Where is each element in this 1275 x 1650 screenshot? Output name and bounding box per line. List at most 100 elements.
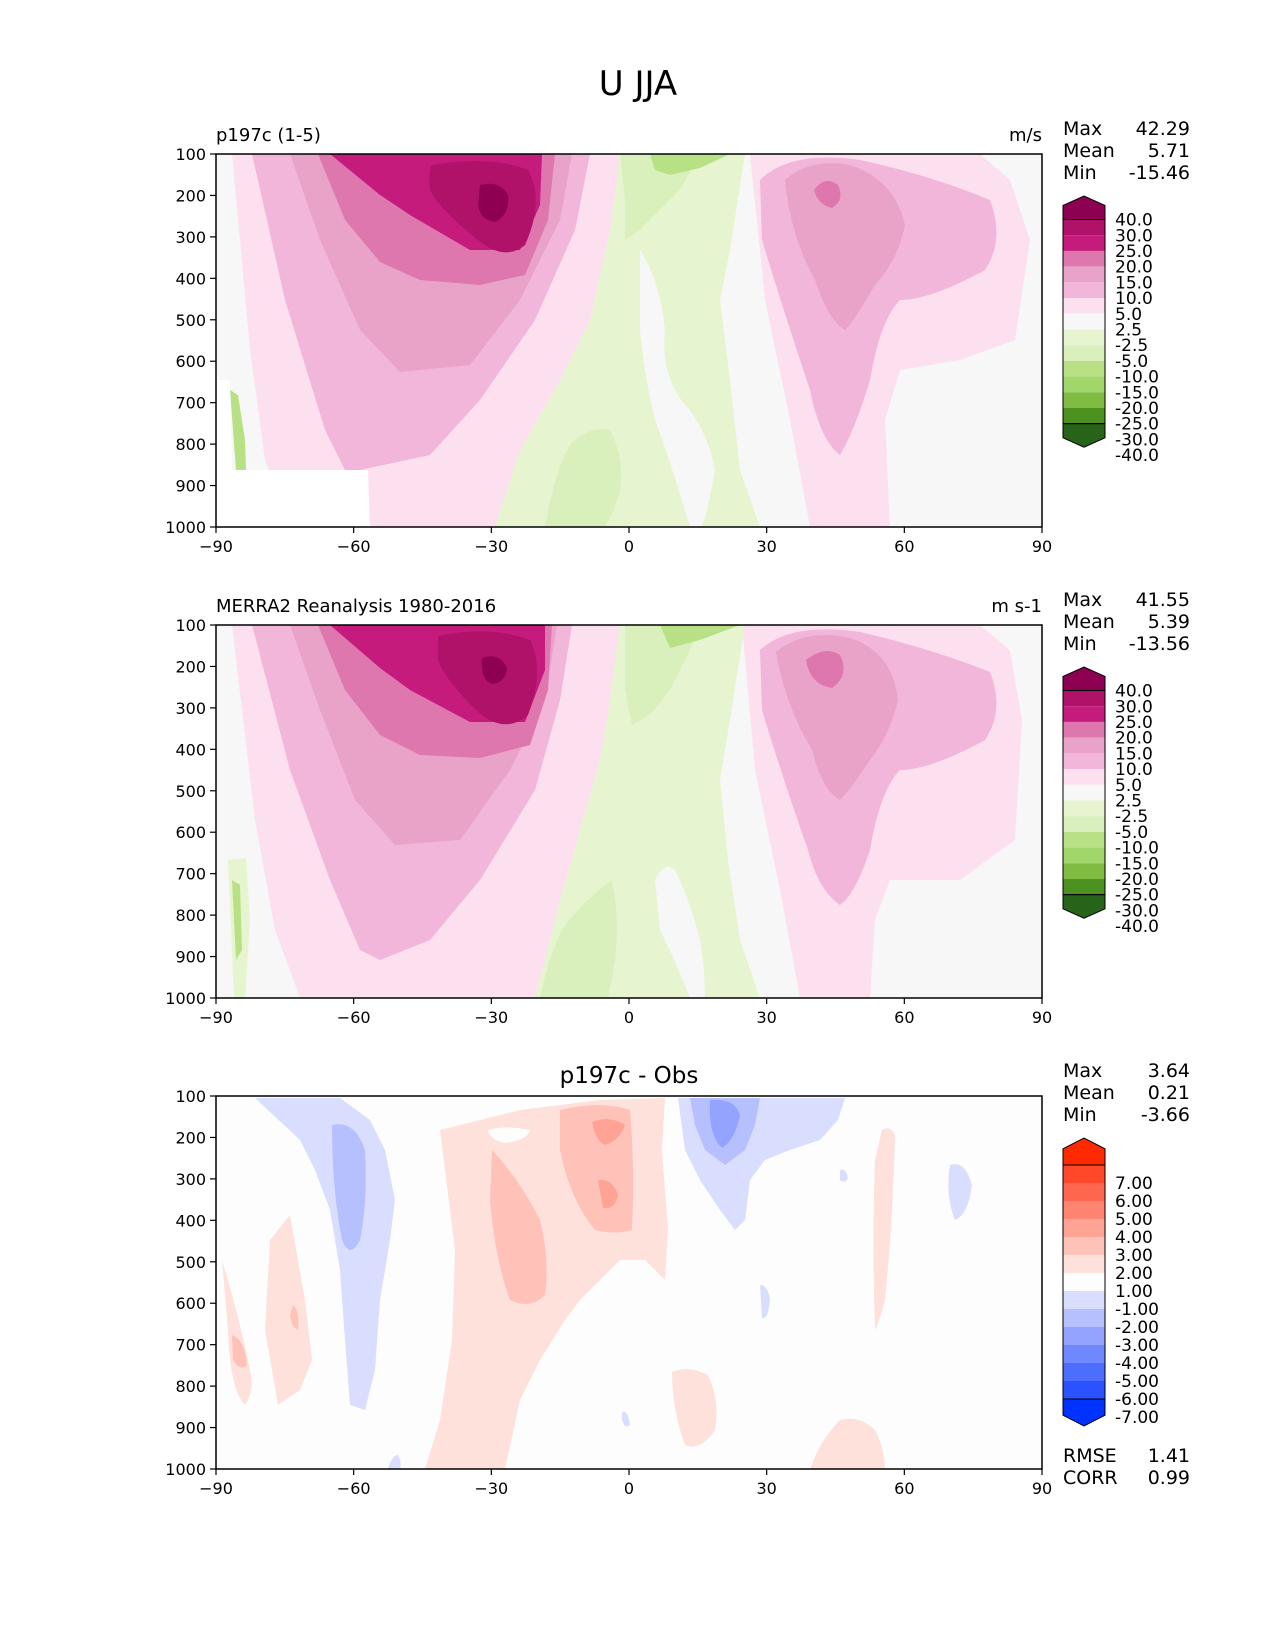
colorbar-label: 7.00 [1115, 1174, 1153, 1194]
y-tick-label: 800 [175, 1377, 206, 1396]
colorbar-segment [1063, 219, 1105, 236]
colorbar-segment [1063, 1381, 1105, 1399]
colorbar-segment [1063, 1219, 1105, 1237]
panel-left-title: p197c (1-5) [216, 125, 321, 146]
colorbar-label: -40.0 [1115, 917, 1159, 937]
contour-field [216, 1096, 1042, 1469]
stat-min-value: -13.56 [1129, 633, 1190, 655]
y-tick-label: 200 [175, 657, 206, 676]
stat-max-label: Max [1063, 1060, 1102, 1082]
contour-neg-tropic-3 [709, 1099, 740, 1148]
colorbar-segment [1063, 298, 1105, 314]
contour-level-10-nh [785, 163, 905, 330]
contour-pos-3 [592, 1119, 625, 1145]
stat-min-label: Min [1063, 633, 1097, 655]
colorbar-segment [1063, 1273, 1105, 1291]
stat-mean-value: 5.39 [1148, 611, 1190, 633]
colorbar-segment [1063, 784, 1105, 801]
colorbar-label: 30.0 [1115, 697, 1153, 717]
metrics-box: RMSE 1.41 CORR 0.99 [1063, 1445, 1190, 1489]
contour-pos-2 [490, 1150, 547, 1304]
contour-pos-sh [265, 1215, 312, 1405]
colorbar-segment [1063, 800, 1105, 817]
colorbar-label: 5.00 [1115, 1210, 1153, 1230]
metric-corr-label: CORR [1063, 1467, 1118, 1489]
colorbar-segment [1063, 1327, 1105, 1345]
x-tick-label: 60 [894, 1008, 914, 1027]
colorbar-label: 20.0 [1115, 258, 1153, 278]
x-tick-label: 30 [756, 1008, 776, 1027]
colorbar-label: 15.0 [1115, 744, 1153, 764]
contour-pos-nh-low [810, 1418, 885, 1469]
colorbar-label: -1.00 [1115, 1300, 1159, 1320]
contour-level-neg5b [545, 429, 622, 527]
colorbar-outline [1062, 1164, 1106, 1400]
stat-min-label: Min [1063, 1104, 1097, 1126]
colorbar-label: 20.0 [1115, 729, 1153, 749]
y-tick-label: 900 [175, 477, 206, 496]
colorbar-segment [1063, 737, 1105, 754]
colorbar-label: -6.00 [1115, 1390, 1159, 1410]
x-tick-label: −90 [199, 1479, 233, 1498]
contour-pos-sh-4 [290, 1305, 299, 1330]
x-tick-label: 60 [894, 537, 914, 556]
contour-level-neg5b [540, 880, 617, 998]
panel-left-title: MERRA2 Reanalysis 1980-2016 [216, 596, 496, 617]
colorbar-segment [1063, 1255, 1105, 1273]
contour-level-10-nh [776, 635, 898, 800]
colorbar-outline [1062, 219, 1106, 425]
figure-title: U JJA [599, 64, 677, 104]
stat-max-label: Max [1063, 118, 1102, 140]
colorbar-segment [1063, 1201, 1105, 1219]
colorbar-label: -25.0 [1115, 415, 1159, 435]
contour-level-neg2p5-b [655, 866, 705, 998]
colorbar-label: -40.0 [1115, 446, 1159, 466]
colorbar-segment [1063, 863, 1105, 879]
stat-mean-value: 0.21 [1148, 1082, 1190, 1104]
contour-neg-nh [948, 1164, 972, 1220]
colorbar-extend-top [1062, 1137, 1106, 1166]
contour-neg-eq [622, 1411, 630, 1427]
x-tick-label: −60 [337, 1008, 371, 1027]
contour-neg-nh-2 [760, 1285, 770, 1319]
colorbar-segment [1063, 1309, 1105, 1327]
stat-min-value: -15.46 [1129, 162, 1190, 184]
y-tick-label: 1000 [165, 989, 206, 1008]
metric-corr-value: 0.99 [1148, 1467, 1190, 1489]
panel-units: m/s [1009, 125, 1042, 146]
x-axis: −90 −60 −30 0 30 60 90 [199, 1469, 1052, 1498]
colorbar-label: 15.0 [1115, 273, 1153, 293]
panel-model: p197c (1-5) m/s [165, 118, 1190, 556]
stats-box: Max 42.29 Mean 5.71 Min -15.46 [1063, 118, 1190, 184]
colorbar-label: 4.00 [1115, 1228, 1153, 1248]
colorbar-label: -5.00 [1115, 1372, 1159, 1392]
y-tick-label: 500 [175, 782, 206, 801]
colorbar-label: 40.0 [1115, 211, 1153, 231]
y-tick-label: 300 [175, 1170, 206, 1189]
y-tick-label: 200 [175, 186, 206, 205]
y-axis: 100 200 300 400 500 600 700 800 900 1000 [165, 616, 216, 1008]
contour-neg-2 [332, 1124, 366, 1250]
x-tick-label: −30 [474, 1479, 508, 1498]
x-tick-label: 30 [756, 1479, 776, 1498]
colorbar-label: -4.00 [1115, 1354, 1159, 1374]
stat-max-value: 3.64 [1148, 1060, 1190, 1082]
y-axis: 100 200 300 400 500 600 700 800 900 1000 [165, 1087, 216, 1479]
colorbar-segment [1063, 313, 1105, 330]
colorbar-segment [1063, 1237, 1105, 1255]
stat-max-value: 42.29 [1136, 118, 1190, 140]
x-tick-label: 30 [756, 537, 776, 556]
y-tick-label: 700 [175, 1336, 206, 1355]
colorbar-label: -3.00 [1115, 1336, 1159, 1356]
y-tick-label: 400 [175, 269, 206, 288]
colorbar-segment [1063, 1291, 1105, 1309]
colorbar-segment [1063, 360, 1105, 377]
x-tick-label: 90 [1032, 1008, 1052, 1027]
x-tick-label: 0 [624, 1479, 634, 1498]
colorbar-segment [1063, 1363, 1105, 1381]
metric-rmse-label: RMSE [1063, 1445, 1117, 1467]
colorbar-segment [1063, 1345, 1105, 1363]
colorbar-label: 5.0 [1115, 776, 1142, 796]
topography-mask [216, 380, 370, 527]
colorbar-label: -10.0 [1115, 368, 1159, 388]
